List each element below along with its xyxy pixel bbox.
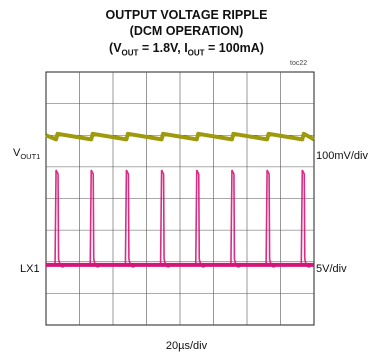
iout-subscript: OUT bbox=[187, 48, 205, 58]
time-scale-label: 20µs/div bbox=[165, 340, 208, 352]
vout1-label-sub: OUT1 bbox=[20, 152, 41, 162]
vout1-channel-label: VOUT1 bbox=[13, 147, 40, 161]
vout-value: = 1.8V, bbox=[138, 41, 185, 55]
lx1-pulse bbox=[265, 169, 277, 268]
vout-symbol: V bbox=[113, 41, 122, 55]
vout-subscript: OUT bbox=[121, 48, 139, 58]
vout1-label-main: V bbox=[13, 147, 21, 159]
lx1-pulse bbox=[124, 169, 137, 268]
lx1-pulse bbox=[159, 169, 172, 268]
lx1-scale-label: 5V/div bbox=[316, 263, 347, 275]
iout-value: = 100mA) bbox=[204, 41, 264, 55]
lx1-pulse bbox=[300, 169, 312, 268]
scope-traces bbox=[45, 131, 315, 268]
chart-title-line1: OUTPUT VOLTAGE RIPPLE bbox=[105, 8, 268, 22]
vout1-trace bbox=[45, 131, 315, 142]
chart-title-conditions: (VOUT = 1.8V, IOUT = 100mA) bbox=[109, 41, 264, 58]
lx1-channel-label: LX1 bbox=[20, 263, 40, 275]
lx1-pulse bbox=[230, 169, 242, 268]
scope-grid bbox=[45, 71, 315, 326]
lx1-pulse bbox=[194, 169, 207, 268]
lx1-pulse bbox=[89, 169, 101, 268]
iout-symbol: I bbox=[184, 41, 188, 55]
figure-id: toc22 bbox=[290, 60, 308, 67]
chart-title-line2: (DCM OPERATION) bbox=[129, 24, 244, 38]
lx1-pulse bbox=[54, 169, 66, 268]
vout1-scale-label: 100mV/div bbox=[316, 150, 368, 162]
